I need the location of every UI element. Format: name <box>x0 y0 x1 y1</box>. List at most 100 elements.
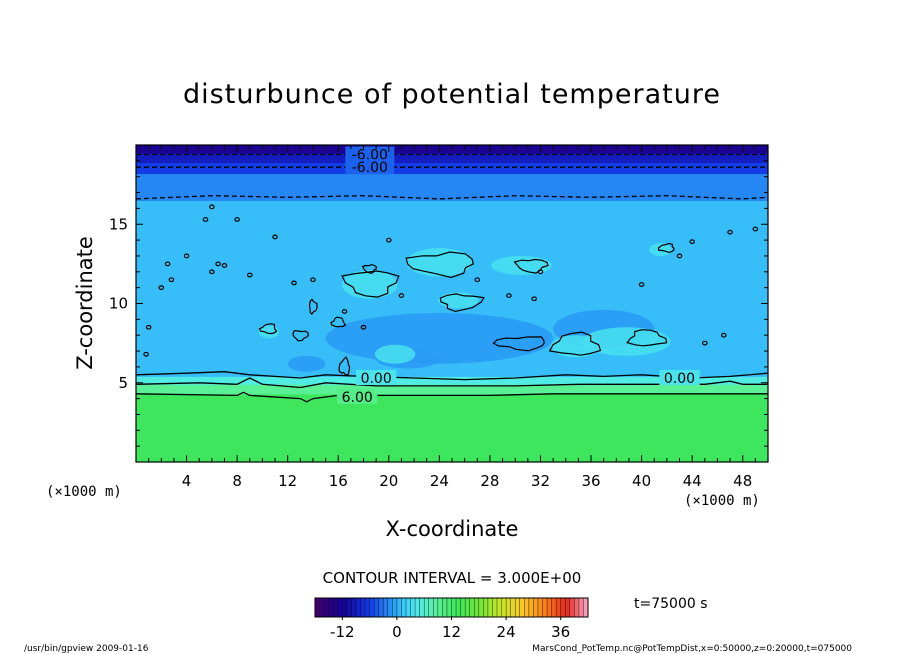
small-contour <box>234 217 240 222</box>
x-tick-label: 48 <box>733 472 752 490</box>
closed-contour <box>341 270 400 298</box>
y-tick-label: 15 <box>109 215 128 233</box>
x-tick-label: 4 <box>182 472 192 490</box>
colorbar-swatch <box>578 598 584 617</box>
colorbar-swatch <box>551 598 557 617</box>
warm-patch <box>550 335 602 358</box>
y-axis-label: Z-coordinate <box>73 236 97 370</box>
y-axis: 5 10 15 <box>109 160 768 447</box>
warm-patch <box>374 344 416 364</box>
time-label: t=75000 s <box>634 596 708 612</box>
small-contour <box>341 309 348 314</box>
x-tick-label: 16 <box>329 472 348 490</box>
colorbar-swatch <box>406 598 411 617</box>
contour-label: 0.00 <box>361 371 392 387</box>
colorbar: -12 0 12 24 36 <box>314 597 589 641</box>
color-band <box>136 173 768 201</box>
closed-contour <box>361 264 378 275</box>
colorbar-swatch <box>560 598 566 617</box>
small-contour <box>474 277 481 283</box>
small-contour <box>727 229 733 235</box>
colorbar-swatch <box>487 598 493 617</box>
contour-label: 6.00 <box>342 390 373 406</box>
colorbar-swatch <box>387 598 393 617</box>
small-contour <box>158 285 165 291</box>
colorbar-swatch <box>574 598 580 617</box>
colorbar-swatch <box>365 598 370 617</box>
shaded-patches <box>258 243 672 372</box>
y-tick-label: 10 <box>109 295 128 313</box>
solid-contour <box>135 371 769 381</box>
plot-area: -6.00-6.000.00 0.006.00 4 8 12 16 20 24 28 32 36 4… <box>109 144 769 490</box>
colorbar-swatch <box>401 598 407 617</box>
colorbar-swatch <box>415 598 420 617</box>
z-unit-label: (×1000 m) <box>46 484 122 500</box>
colorbar-swatch <box>351 598 357 617</box>
small-contour <box>506 293 512 298</box>
small-contour <box>531 296 537 302</box>
closed-contour <box>308 298 318 316</box>
colorbar-swatch <box>324 598 329 617</box>
warm-patch <box>342 270 398 299</box>
chart-title: disturbunce of potential temperature <box>183 79 721 110</box>
small-contour <box>689 239 695 245</box>
x-unit-label: (×1000 m) <box>684 493 760 509</box>
colorbar-ticks: -12 0 12 24 36 <box>330 617 570 641</box>
small-contour <box>209 204 215 210</box>
colorbar-swatch <box>346 598 352 617</box>
colorbar-swatch <box>446 598 452 617</box>
x-tick-label: 44 <box>683 472 702 490</box>
colorbar-swatch <box>392 598 398 617</box>
dashed-contour <box>135 195 769 200</box>
colorbar-swatch <box>319 598 325 617</box>
small-contour <box>209 269 215 275</box>
contour-label: 0.00 <box>664 371 695 387</box>
x-axis: 4 8 12 16 20 24 28 32 36 40 44 48 <box>148 145 756 490</box>
x-tick-label: 12 <box>278 472 297 490</box>
colorbar-swatch <box>478 598 484 617</box>
colorbar-tick-label: 12 <box>442 623 461 641</box>
colorbar-swatch <box>524 598 530 617</box>
colorbar-swatch <box>469 598 475 617</box>
closed-contour <box>626 329 668 347</box>
x-tick-label: 28 <box>480 472 499 490</box>
footer-left: /usr/bin/gpview 2009-01-16 <box>24 644 149 654</box>
contour-label: -6.00 <box>352 160 388 176</box>
contour-labels: -6.00-6.000.00 0.006.00 <box>337 146 700 406</box>
contour-label-bg <box>659 369 700 385</box>
closed-contour <box>258 323 278 335</box>
closed-contour <box>657 242 675 254</box>
cool-patch <box>287 355 326 372</box>
colorbar-swatch <box>410 598 416 617</box>
contour-label-bg <box>345 146 395 162</box>
closed-contour <box>405 251 475 279</box>
closed-contour <box>548 331 602 356</box>
colorbar-swatch <box>433 598 439 617</box>
colorbar-swatch <box>528 598 534 617</box>
colorbar-swatch <box>465 598 470 617</box>
contour-label-bg <box>355 369 397 385</box>
colorbar-tick-label: -12 <box>330 623 355 641</box>
warm-patch <box>582 327 671 356</box>
small-contour <box>246 272 253 278</box>
x-axis-label: X-coordinate <box>386 517 519 541</box>
small-contour <box>221 263 228 268</box>
colorbar-swatch <box>378 598 384 617</box>
small-contour <box>291 280 297 286</box>
colorbar-swatch <box>547 598 552 617</box>
colorbar-swatch <box>360 598 366 617</box>
color-band <box>136 145 768 154</box>
small-contour <box>168 277 175 283</box>
warm-patch <box>258 325 279 339</box>
colorbar-swatch <box>569 598 575 617</box>
colorbar-tick-label: 24 <box>497 623 516 641</box>
colorbar-swatch <box>419 598 425 617</box>
small-contour <box>720 332 727 338</box>
colorbar-swatch <box>583 598 589 617</box>
small-contour <box>701 340 708 346</box>
colorbar-swatch <box>456 598 461 617</box>
warm-patch <box>491 255 552 275</box>
small-contour <box>360 324 367 330</box>
solid-contour <box>135 391 768 403</box>
